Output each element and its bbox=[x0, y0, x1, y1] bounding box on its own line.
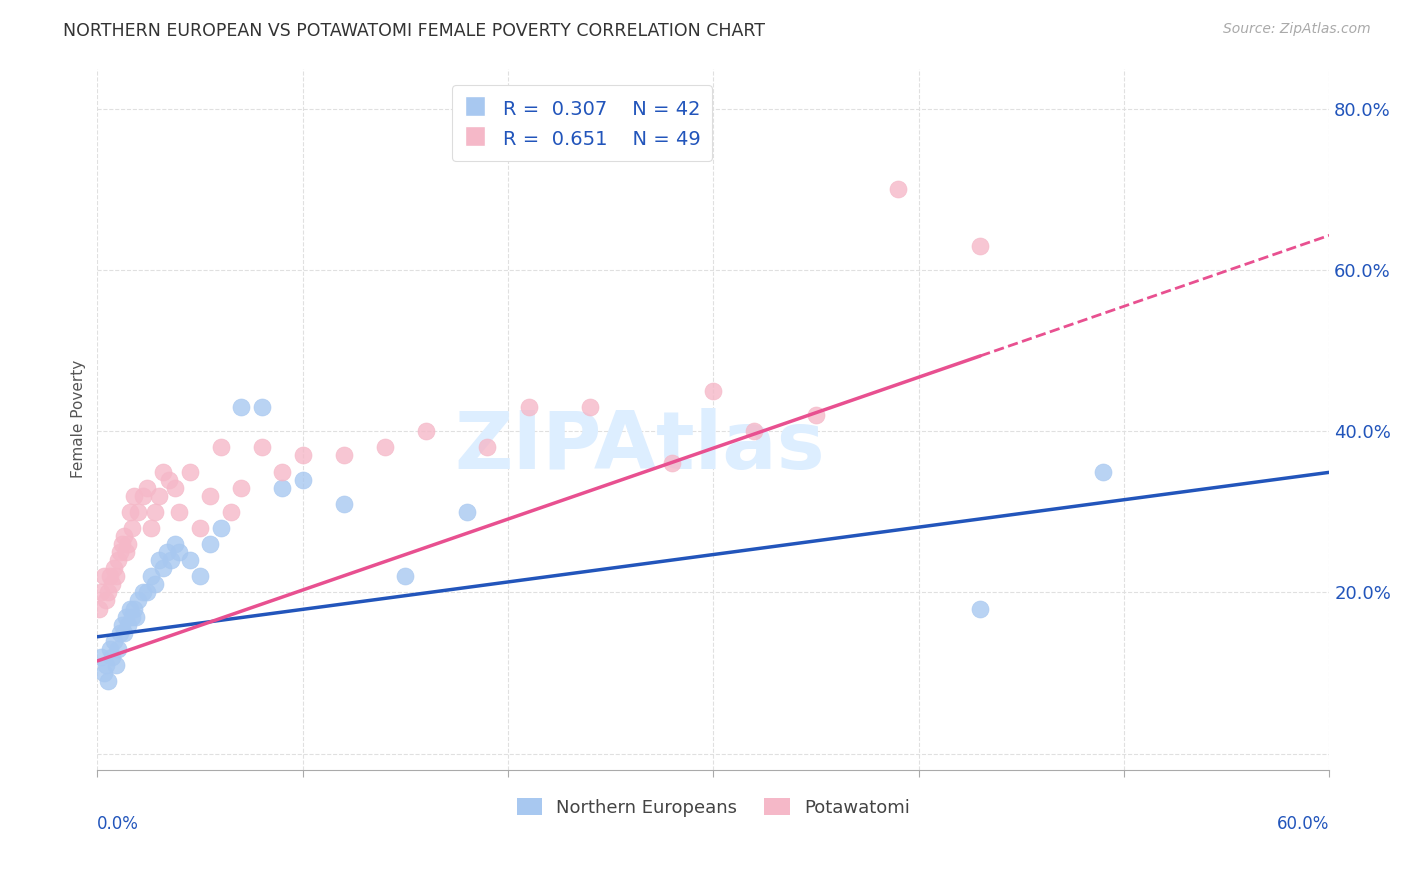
Point bbox=[661, 457, 683, 471]
Point bbox=[148, 553, 170, 567]
Text: ZIPAtlas: ZIPAtlas bbox=[454, 409, 825, 486]
Point bbox=[148, 489, 170, 503]
Point bbox=[120, 505, 142, 519]
Point bbox=[332, 449, 354, 463]
Point bbox=[1092, 465, 1115, 479]
Point bbox=[143, 505, 166, 519]
Point bbox=[804, 408, 827, 422]
Point bbox=[112, 625, 135, 640]
Point bbox=[107, 553, 129, 567]
Point bbox=[108, 545, 131, 559]
Point bbox=[104, 569, 127, 583]
Point bbox=[271, 481, 294, 495]
Point bbox=[94, 657, 117, 672]
Point bbox=[107, 641, 129, 656]
Point bbox=[188, 521, 211, 535]
Point bbox=[517, 400, 540, 414]
Point bbox=[121, 609, 143, 624]
Point bbox=[97, 674, 120, 689]
Point bbox=[131, 585, 153, 599]
Legend: Northern Europeans, Potawatomi: Northern Europeans, Potawatomi bbox=[509, 791, 917, 824]
Point bbox=[394, 569, 416, 583]
Point bbox=[209, 521, 232, 535]
Y-axis label: Female Poverty: Female Poverty bbox=[72, 360, 86, 478]
Point bbox=[108, 625, 131, 640]
Point bbox=[89, 601, 111, 615]
Point bbox=[179, 553, 201, 567]
Point bbox=[477, 441, 499, 455]
Point bbox=[117, 617, 139, 632]
Point bbox=[271, 465, 294, 479]
Point bbox=[111, 537, 134, 551]
Point bbox=[579, 400, 602, 414]
Point bbox=[135, 481, 157, 495]
Point bbox=[97, 585, 120, 599]
Point bbox=[100, 649, 122, 664]
Point bbox=[969, 601, 991, 615]
Point bbox=[111, 617, 134, 632]
Point bbox=[90, 649, 112, 664]
Point bbox=[112, 529, 135, 543]
Point bbox=[152, 561, 174, 575]
Point bbox=[127, 593, 149, 607]
Point bbox=[139, 521, 162, 535]
Point bbox=[98, 569, 121, 583]
Point bbox=[93, 569, 115, 583]
Point bbox=[93, 666, 115, 681]
Point bbox=[124, 601, 146, 615]
Point bbox=[169, 505, 191, 519]
Point bbox=[103, 561, 125, 575]
Point bbox=[156, 545, 179, 559]
Point bbox=[104, 657, 127, 672]
Point bbox=[169, 545, 191, 559]
Point bbox=[90, 585, 112, 599]
Point bbox=[250, 441, 273, 455]
Point bbox=[94, 593, 117, 607]
Point bbox=[415, 424, 437, 438]
Point bbox=[165, 481, 187, 495]
Text: NORTHERN EUROPEAN VS POTAWATOMI FEMALE POVERTY CORRELATION CHART: NORTHERN EUROPEAN VS POTAWATOMI FEMALE P… bbox=[63, 22, 765, 40]
Point bbox=[702, 384, 724, 398]
Point bbox=[135, 585, 157, 599]
Point bbox=[188, 569, 211, 583]
Point bbox=[219, 505, 242, 519]
Point bbox=[291, 473, 314, 487]
Point bbox=[127, 505, 149, 519]
Point bbox=[744, 424, 766, 438]
Point bbox=[121, 521, 143, 535]
Point bbox=[209, 441, 232, 455]
Point bbox=[374, 441, 396, 455]
Point bbox=[120, 601, 142, 615]
Point bbox=[179, 465, 201, 479]
Point bbox=[103, 633, 125, 648]
Point bbox=[100, 577, 122, 591]
Point bbox=[291, 449, 314, 463]
Point bbox=[200, 489, 222, 503]
Point bbox=[165, 537, 187, 551]
Point bbox=[250, 400, 273, 414]
Text: 60.0%: 60.0% bbox=[1277, 815, 1329, 833]
Point bbox=[229, 481, 252, 495]
Point bbox=[139, 569, 162, 583]
Point bbox=[115, 609, 138, 624]
Text: Source: ZipAtlas.com: Source: ZipAtlas.com bbox=[1223, 22, 1371, 37]
Point bbox=[117, 537, 139, 551]
Point bbox=[160, 553, 183, 567]
Point bbox=[229, 400, 252, 414]
Point bbox=[131, 489, 153, 503]
Point bbox=[124, 489, 146, 503]
Point bbox=[200, 537, 222, 551]
Point bbox=[887, 182, 910, 196]
Text: 0.0%: 0.0% bbox=[97, 815, 139, 833]
Point bbox=[456, 505, 478, 519]
Point bbox=[152, 465, 174, 479]
Point bbox=[98, 641, 121, 656]
Point bbox=[157, 473, 180, 487]
Point bbox=[115, 545, 138, 559]
Point bbox=[143, 577, 166, 591]
Point bbox=[125, 609, 148, 624]
Point bbox=[332, 497, 354, 511]
Point bbox=[969, 239, 991, 253]
